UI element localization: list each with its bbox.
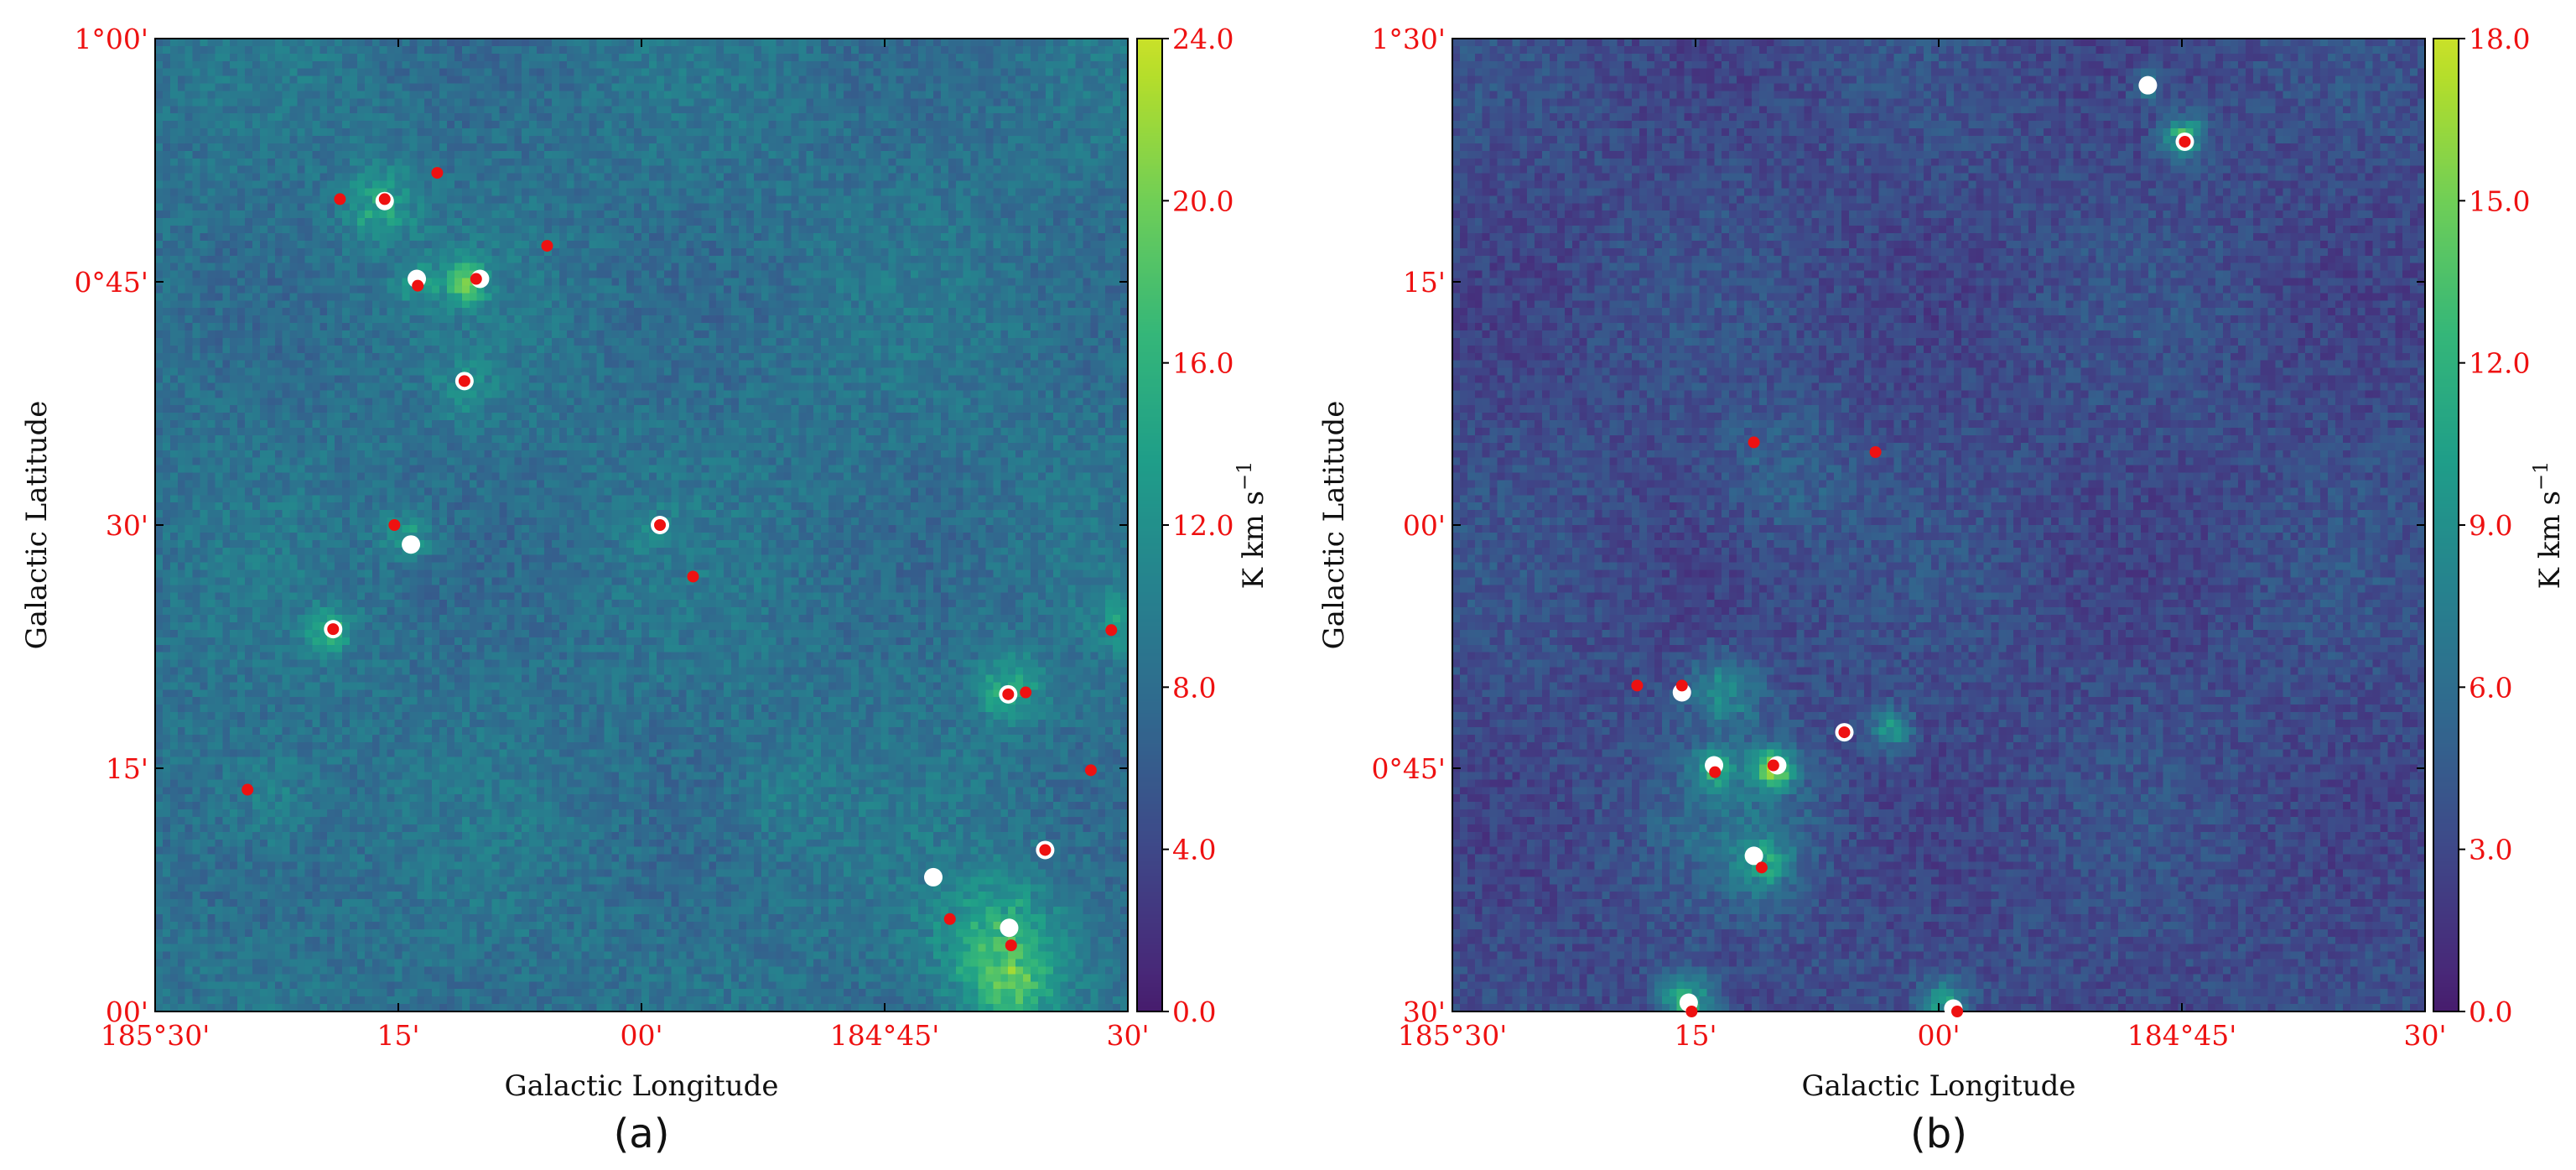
panel-label: (b) xyxy=(1910,1110,1967,1157)
red-source-marker xyxy=(1951,1006,1964,1017)
red-source-marker xyxy=(431,167,444,179)
y-tick-label: 1°00' xyxy=(74,23,148,55)
red-source-marker xyxy=(1631,679,1644,692)
colorbar-tick-label: 18.0 xyxy=(2469,23,2530,55)
x-tick-label: 185°30' xyxy=(1398,1019,1508,1052)
panel-label: (a) xyxy=(614,1110,670,1157)
red-source-marker xyxy=(1755,861,1768,874)
red-source-marker xyxy=(1039,844,1052,856)
colorbar-b xyxy=(2433,39,2459,1011)
colorbar-label-exponent: −1 xyxy=(1233,461,1256,491)
red-source-marker xyxy=(470,273,482,285)
x-tick-label: 00' xyxy=(1917,1019,1960,1052)
red-source-marker xyxy=(412,279,424,292)
y-tick-label: 1°30' xyxy=(1371,23,1446,55)
colorbar-a xyxy=(1137,39,1162,1011)
colorbar-label-exponent: −1 xyxy=(2529,461,2553,491)
y-tick-label: 00' xyxy=(106,996,148,1028)
white-source-marker xyxy=(1000,918,1019,938)
red-source-marker xyxy=(654,519,667,531)
red-source-marker xyxy=(378,193,391,205)
x-tick-label: 184°45' xyxy=(2127,1019,2237,1052)
red-source-marker xyxy=(327,623,340,636)
colorbar-tick-label: 20.0 xyxy=(1172,185,1233,217)
colorbar-tick-label: 0.0 xyxy=(1172,996,1216,1028)
colorbar-frame-b xyxy=(2433,38,2459,1012)
colorbar-tick-label: 24.0 xyxy=(1172,23,1233,55)
x-axis-label: Galactic Longitude xyxy=(1801,1069,2075,1103)
colorbar-label: K km s−1 xyxy=(1233,461,1270,590)
x-tick-label: 30' xyxy=(2403,1019,2446,1052)
colorbar-tick-label: 8.0 xyxy=(1172,671,1216,704)
y-tick-label: 15' xyxy=(106,752,148,785)
red-source-marker xyxy=(458,375,470,387)
x-tick-label: 184°45' xyxy=(830,1019,940,1052)
heatmap-a xyxy=(155,39,1128,1011)
colorbar-frame-a xyxy=(1136,38,1163,1012)
y-tick-label: 00' xyxy=(1403,509,1446,542)
red-source-marker xyxy=(334,193,346,205)
x-tick-label: 15' xyxy=(1674,1019,1716,1052)
x-tick-label: 30' xyxy=(1106,1019,1149,1052)
colorbar-tick-label: 12.0 xyxy=(1172,509,1233,542)
plot-frame-a xyxy=(154,38,1129,1012)
plot-frame-b xyxy=(1452,38,2426,1012)
red-source-marker xyxy=(1869,446,1882,458)
colorbar-tick-label: 15.0 xyxy=(2469,185,2530,217)
x-axis-label: Galactic Longitude xyxy=(504,1069,778,1103)
y-tick-label: 0°45' xyxy=(1371,752,1446,785)
red-source-marker xyxy=(242,783,254,796)
colorbar-label: K km s−1 xyxy=(2529,461,2567,590)
red-source-marker xyxy=(1685,1006,1698,1017)
x-tick-label: 15' xyxy=(377,1019,419,1052)
y-tick-label: 30' xyxy=(1403,996,1446,1028)
colorbar-tick-label: 3.0 xyxy=(2469,834,2512,866)
red-source-marker xyxy=(388,519,401,531)
red-source-marker xyxy=(2179,135,2191,148)
white-source-marker xyxy=(2138,75,2158,95)
colorbar-tick-label: 16.0 xyxy=(1172,347,1233,380)
y-tick-label: 30' xyxy=(106,509,148,542)
white-source-marker xyxy=(402,535,421,554)
red-source-marker xyxy=(1005,939,1017,952)
y-axis-label: Galactic Latitude xyxy=(20,401,54,650)
y-tick-label: 0°45' xyxy=(74,266,148,299)
x-tick-label: 00' xyxy=(620,1019,662,1052)
red-source-marker xyxy=(1838,726,1851,739)
colorbar-tick-label: 6.0 xyxy=(2469,671,2512,704)
red-source-marker xyxy=(1748,436,1760,449)
colorbar-tick-label: 9.0 xyxy=(2469,509,2512,542)
red-source-marker xyxy=(1709,766,1722,778)
red-source-marker xyxy=(1002,688,1015,700)
y-axis-label: Galactic Latitude xyxy=(1317,401,1351,650)
colorbar-tick-label: 0.0 xyxy=(2469,996,2512,1028)
colorbar-tick-label: 12.0 xyxy=(2469,347,2530,380)
red-source-marker xyxy=(1675,679,1688,692)
heatmap-b xyxy=(1452,39,2425,1011)
colorbar-tick-label: 4.0 xyxy=(1172,834,1216,866)
red-source-marker xyxy=(1084,764,1097,777)
red-source-marker xyxy=(541,240,553,252)
red-source-marker xyxy=(1105,624,1118,637)
white-source-marker xyxy=(1744,846,1763,866)
red-source-marker xyxy=(943,913,956,925)
red-source-marker xyxy=(1020,686,1032,699)
y-tick-label: 15' xyxy=(1403,266,1446,299)
red-source-marker xyxy=(687,570,699,583)
white-source-marker xyxy=(924,867,943,887)
red-source-marker xyxy=(1767,759,1779,772)
x-tick-label: 185°30' xyxy=(101,1019,210,1052)
